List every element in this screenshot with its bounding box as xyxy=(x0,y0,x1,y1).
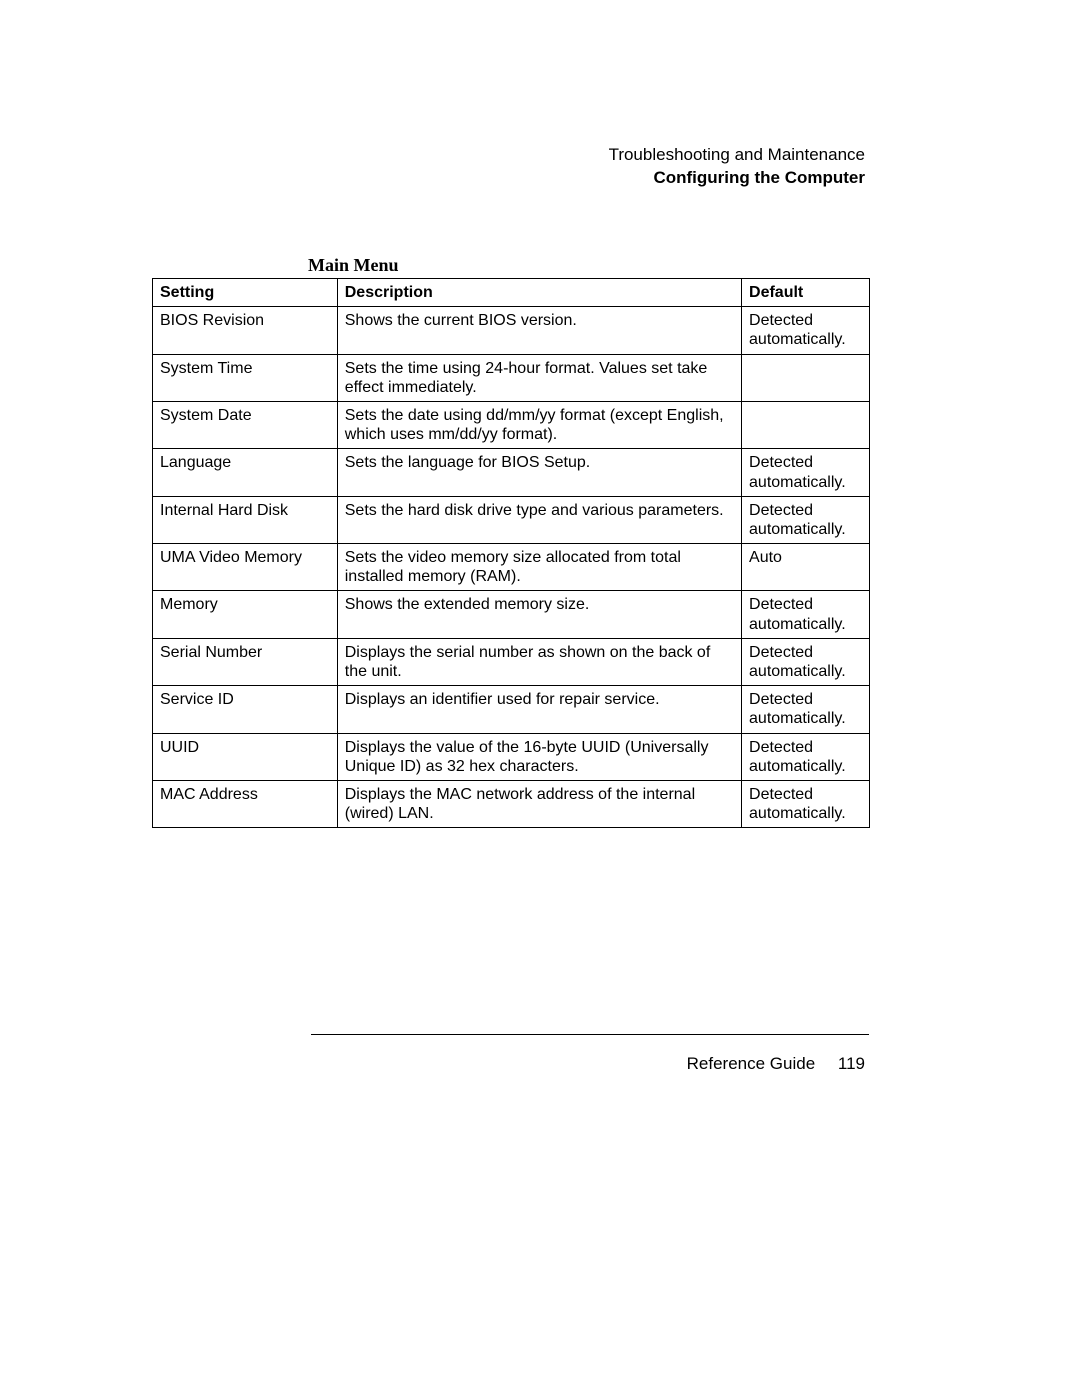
footer-guide-label: Reference Guide xyxy=(687,1054,816,1073)
setting-cell: MAC Address xyxy=(153,780,338,827)
table-row: System Date Sets the date using dd/mm/yy… xyxy=(153,401,870,448)
description-cell: Displays the MAC network address of the … xyxy=(337,780,741,827)
table-row: System Time Sets the time using 24-hour … xyxy=(153,354,870,401)
default-cell: Auto xyxy=(742,544,870,591)
table-row: BIOS Revision Shows the current BIOS ver… xyxy=(153,307,870,354)
setting-cell: Serial Number xyxy=(153,638,338,685)
description-cell: Sets the time using 24-hour format. Valu… xyxy=(337,354,741,401)
table-row: Memory Shows the extended memory size. D… xyxy=(153,591,870,638)
col-header-description: Description xyxy=(337,279,741,307)
default-cell: Detected automatically. xyxy=(742,733,870,780)
setting-cell: Memory xyxy=(153,591,338,638)
table-header-row: Setting Description Default xyxy=(153,279,870,307)
description-cell: Sets the language for BIOS Setup. xyxy=(337,449,741,496)
header-section: Configuring the Computer xyxy=(609,167,865,190)
setting-cell: System Date xyxy=(153,401,338,448)
table-body: BIOS Revision Shows the current BIOS ver… xyxy=(153,307,870,828)
table-row: UUID Displays the value of the 16-byte U… xyxy=(153,733,870,780)
setting-cell: BIOS Revision xyxy=(153,307,338,354)
default-cell: Detected automatically. xyxy=(742,591,870,638)
footer-divider xyxy=(311,1034,869,1035)
table-title: Main Menu xyxy=(308,255,399,276)
description-cell: Displays the serial number as shown on t… xyxy=(337,638,741,685)
default-cell: Detected automatically. xyxy=(742,686,870,733)
setting-cell: Language xyxy=(153,449,338,496)
col-header-default: Default xyxy=(742,279,870,307)
default-cell: Detected automatically. xyxy=(742,638,870,685)
default-cell xyxy=(742,354,870,401)
description-cell: Sets the hard disk drive type and variou… xyxy=(337,496,741,543)
page-footer: Reference Guide 119 xyxy=(687,1054,865,1074)
setting-cell: Service ID xyxy=(153,686,338,733)
col-header-setting: Setting xyxy=(153,279,338,307)
table-row: Language Sets the language for BIOS Setu… xyxy=(153,449,870,496)
setting-cell: Internal Hard Disk xyxy=(153,496,338,543)
table-row: MAC Address Displays the MAC network add… xyxy=(153,780,870,827)
footer-page-number: 119 xyxy=(838,1054,865,1073)
table-row: Internal Hard Disk Sets the hard disk dr… xyxy=(153,496,870,543)
default-cell: Detected automatically. xyxy=(742,780,870,827)
description-cell: Sets the date using dd/mm/yy format (exc… xyxy=(337,401,741,448)
description-cell: Shows the extended memory size. xyxy=(337,591,741,638)
description-cell: Displays the value of the 16-byte UUID (… xyxy=(337,733,741,780)
table-row: Service ID Displays an identifier used f… xyxy=(153,686,870,733)
description-cell: Displays an identifier used for repair s… xyxy=(337,686,741,733)
bios-settings-table: Setting Description Default BIOS Revisio… xyxy=(152,278,870,828)
default-cell: Detected automatically. xyxy=(742,496,870,543)
table-row: UMA Video Memory Sets the video memory s… xyxy=(153,544,870,591)
page-header: Troubleshooting and Maintenance Configur… xyxy=(609,144,865,190)
setting-cell: UUID xyxy=(153,733,338,780)
setting-cell: UMA Video Memory xyxy=(153,544,338,591)
default-cell: Detected automatically. xyxy=(742,307,870,354)
description-cell: Shows the current BIOS version. xyxy=(337,307,741,354)
table-row: Serial Number Displays the serial number… xyxy=(153,638,870,685)
default-cell: Detected automatically. xyxy=(742,449,870,496)
setting-cell: System Time xyxy=(153,354,338,401)
description-cell: Sets the video memory size allocated fro… xyxy=(337,544,741,591)
header-chapter: Troubleshooting and Maintenance xyxy=(609,144,865,167)
default-cell xyxy=(742,401,870,448)
